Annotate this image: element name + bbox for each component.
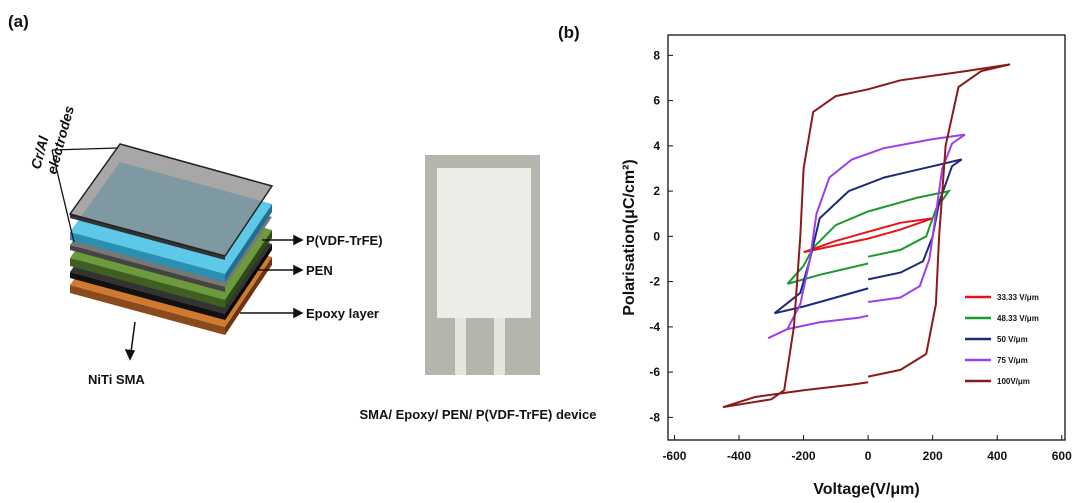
plot-frame	[667, 34, 1066, 441]
legend-label: 33.33 V/μm	[997, 293, 1039, 302]
y-axis-label: Polarisation(μC/cm²)	[621, 159, 638, 315]
y-tick-label: 0	[653, 229, 660, 243]
y-tick-label: 6	[653, 94, 660, 108]
x-tick-label: 400	[987, 449, 1007, 463]
x-axis-label: Voltage(V/μm)	[813, 481, 919, 498]
loop-line	[767, 133, 966, 340]
layer-label: P(VDF-TrFE)	[306, 233, 383, 248]
y-tick-label: -4	[649, 320, 660, 334]
loop-line	[803, 217, 934, 254]
x-tick-label: -600	[662, 449, 686, 463]
legend-label: 48.33 V/μm	[997, 314, 1039, 323]
legend-label: 50 V/μm	[997, 335, 1028, 344]
y-tick-label: -8	[649, 410, 660, 424]
device-photo	[425, 155, 540, 375]
layer-stack	[51, 143, 304, 361]
y-tick-label: 8	[653, 48, 660, 62]
legend-label: 100V/μm	[997, 377, 1030, 386]
x-tick-label: 0	[865, 449, 872, 463]
substrate-label: NiTi SMA	[88, 372, 145, 387]
x-tick-label: 200	[923, 449, 943, 463]
y-tick-label: -6	[649, 365, 660, 379]
device-caption: SMA/ Epoxy/ PEN/ P(VDF-TrFE) device	[360, 407, 597, 422]
y-tick-label: 2	[653, 184, 660, 198]
loop-line	[722, 63, 1011, 409]
panel-label: (b)	[558, 23, 580, 42]
legend-label: 75 V/μm	[997, 356, 1028, 365]
y-tick-label: 4	[653, 139, 660, 153]
x-tick-label: -400	[727, 449, 751, 463]
y-tick-label: -2	[649, 275, 660, 289]
layer-label: Epoxy layer	[306, 306, 379, 321]
x-tick-label: -200	[792, 449, 816, 463]
panel-label: (a)	[8, 12, 29, 31]
layer-label: PEN	[306, 263, 333, 278]
x-tick-label: 600	[1052, 449, 1072, 463]
